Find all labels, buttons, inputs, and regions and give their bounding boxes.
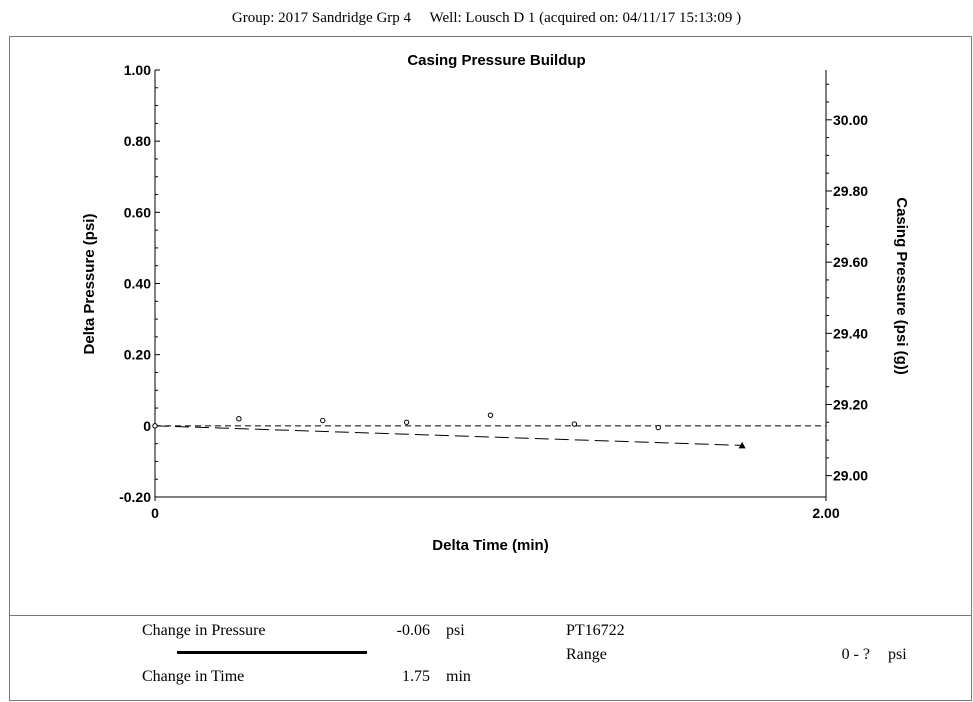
acquired-value: 04/11/17 15:13:09 xyxy=(622,10,733,26)
range-label: Range xyxy=(566,646,607,663)
well-label: Well: xyxy=(429,10,462,26)
y-tick-label: 0.80 xyxy=(124,133,151,149)
change-time-value: 1.75 xyxy=(402,668,430,685)
change-time-label: Change in Time xyxy=(142,668,245,685)
y2-tick-label: 29.20 xyxy=(833,396,868,412)
y-axis-label: Delta Pressure (psi) xyxy=(81,214,98,355)
data-point xyxy=(320,417,326,424)
chart-frame: -0.20 0 0.20 0.40 0.60 0.80 1.00 29.00 29.20 29.4… xyxy=(9,36,972,616)
x-tick-label: 0 xyxy=(151,505,159,521)
y2-tick-label: 29.60 xyxy=(833,254,868,270)
summary-panel xyxy=(9,616,972,701)
y2-tick-label: 29.00 xyxy=(833,468,868,484)
trend-line xyxy=(154,425,743,446)
change-time-unit: min xyxy=(446,668,471,685)
data-point xyxy=(487,412,494,418)
axes-group xyxy=(154,69,832,501)
data-points-group xyxy=(152,412,746,449)
change-pressure-unit: psi xyxy=(446,622,465,639)
y-tick-label: 0.20 xyxy=(124,347,151,363)
y-tick-label: 1.00 xyxy=(124,62,151,78)
y2-tick-label: 29.40 xyxy=(833,325,868,341)
text-group: -0.2000.200.400.600.801.0029.0029.2029.4… xyxy=(81,52,910,554)
y-tick-label: 0 xyxy=(143,418,151,434)
report-header: Group: 2017 Sandridge Grp 4 Well: Lousch… xyxy=(0,0,973,36)
change-pressure-label: Change in Pressure xyxy=(142,622,266,639)
group-value: 2017 Sandridge Grp 4 xyxy=(278,10,412,26)
x-axis-label: Delta Time (min) xyxy=(432,537,548,554)
range-unit: psi xyxy=(888,646,907,663)
summary-divider xyxy=(177,651,367,654)
sensor-id: PT16722 xyxy=(566,622,625,639)
change-pressure-value: -0.06 xyxy=(396,622,430,639)
acquired-label: (acquired on: xyxy=(539,10,619,26)
acquired-close: ) xyxy=(736,10,742,26)
chart-area: -0.2000.200.400.600.801.0029.0029.2029.4… xyxy=(81,52,910,554)
data-point xyxy=(403,419,410,425)
data-point xyxy=(655,424,661,431)
x-tick-label: 2.00 xyxy=(812,505,839,521)
y-tick-label: 0.60 xyxy=(124,204,151,220)
group-label: Group: xyxy=(231,10,275,26)
range-value: 0 - ? xyxy=(841,646,870,663)
well-value: Lousch D 1 xyxy=(465,10,536,26)
data-point xyxy=(152,423,158,429)
y2-tick-label: 29.80 xyxy=(833,183,868,199)
data-point xyxy=(571,421,578,427)
y-tick-label: 0.40 xyxy=(124,276,151,292)
reference-lines-group xyxy=(154,425,826,446)
data-point xyxy=(236,416,242,422)
end-marker xyxy=(738,441,746,449)
chart-title: Casing Pressure Buildup xyxy=(407,52,585,69)
y2-tick-label: 30.00 xyxy=(833,112,868,128)
y2-axis-label: Casing Pressure (psi (g)) xyxy=(893,197,910,375)
y-tick-label: -0.20 xyxy=(119,489,151,505)
